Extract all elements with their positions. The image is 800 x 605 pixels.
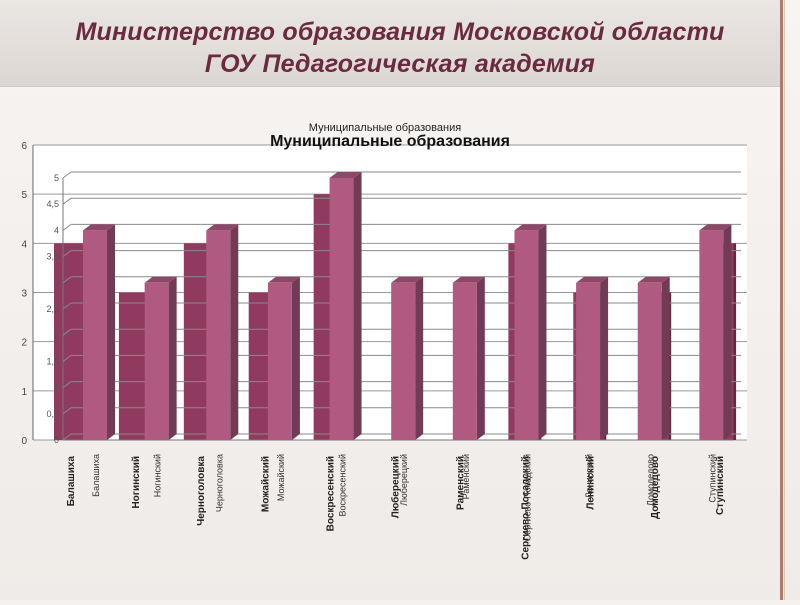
front-bar [637,282,662,440]
front-bar [699,230,724,440]
back-category-label: Черноголовка [196,456,207,526]
front-bar-side [538,224,547,440]
front-bar-side [291,276,300,440]
front-gridline-depth [62,381,72,389]
right-border-rule [780,0,783,600]
front-bar-side [353,172,362,440]
front-y-tick-label: 3,5 [46,252,59,262]
back-category-label: Ногинский [131,456,142,509]
slide-title-line-2: ГОУ Педагогическая академия [204,50,596,78]
front-chart-layer: 0 0,5 1 1,5 2 2,5 3 3,5 4 4,5 5 Муниципальные образ… [46,122,741,541]
front-bar-top [576,276,609,283]
front-bar-top [83,224,115,231]
front-bar-side [476,276,485,440]
back-y-tick-label: 4 [21,239,27,250]
front-bar-top [514,224,547,231]
front-category-label: Люберецкий [399,454,409,506]
front-category-label: Можайский [276,454,286,501]
front-bar [391,282,416,440]
front-y-tick-label: 4,5 [46,199,59,209]
front-bar [329,178,354,440]
back-category-label: Воскресенский [326,456,337,531]
front-bar-top [637,276,670,283]
back-category-label: Ступинский [715,456,726,515]
back-category-label: Раменский [455,456,466,510]
front-gridline-depth [62,302,72,310]
back-bar-side [733,243,737,440]
front-y-tick-label: 0 [54,435,59,445]
front-y-tick-label: 1,5 [46,356,59,366]
front-y-tick-label: 2,5 [46,304,59,314]
front-category-label: Ленинский [584,454,594,498]
back-category-label: Домодедово [650,456,661,519]
front-bar-top [329,172,362,178]
front-category-label: Воскресенский [338,454,348,516]
front-category-label: Домодедово [646,454,656,506]
back-chart-title: Муниципальные образования [270,133,510,150]
front-bar [452,282,477,440]
front-bar [514,230,539,440]
right-border-rule-light [784,0,785,600]
front-category-label: Раменский [461,454,471,499]
front-gridline-depth [62,433,72,441]
front-bar [144,282,169,440]
back-y-tick-label: 1 [21,387,27,398]
front-category-label: Балашиха [91,454,101,497]
front-gridline-depth [62,250,72,258]
front-chart-title: Муниципальные образования [309,122,461,134]
front-gridline-depth [62,276,72,284]
front-y-tick-label: 4 [54,225,59,235]
front-gridline-depth [62,354,72,362]
front-bar-side [107,224,115,440]
bar-chart: 0 1 2 3 4 5 6 Муниципальные образования Балашиха… [21,122,747,560]
back-category-label: Ленинский [585,456,596,510]
front-y-tick-label: 3 [54,278,59,288]
header-band [0,0,780,87]
front-bar-top [144,276,177,283]
front-bar-top [452,276,485,283]
front-category-label: Сергиево-Посадский [522,454,532,541]
front-category-label: Ступинский [707,454,717,503]
back-y-tick-label: 0 [21,436,27,447]
front-y-tick-label: 5 [54,173,59,183]
back-y-tick-label: 3 [21,289,27,300]
front-bar [576,282,601,440]
chart-area: 0 1 2 3 4 5 6 Муниципальные образования Балашиха… [0,112,780,600]
back-category-label: Люберецкий [390,456,402,518]
front-bar [83,230,107,440]
front-bar-side [230,224,239,440]
front-bar-side [661,276,670,440]
back-y-tick-label: 6 [21,141,27,152]
back-category-label: Балашиха [66,456,77,507]
slide-title-line-1: Министерство образования Московской обла… [75,18,725,46]
back-category-label: Можайский [261,456,272,512]
front-y-tick-label: 1 [54,383,59,393]
front-gridline-depth [62,197,72,205]
front-gridline-depth [62,171,72,179]
front-bar [206,230,231,440]
back-y-tick-label: 2 [21,338,27,349]
front-gridline-depth [62,407,72,415]
front-bar-side [415,276,424,440]
back-category-label: Сергиево-Посадский [520,456,531,560]
front-bar-top [206,224,239,231]
front-bar-top [699,224,732,231]
back-y-tick-label: 5 [21,190,27,201]
front-gridline-depth [62,328,72,336]
back-bar [54,243,84,440]
front-bar-top [267,276,300,283]
front-y-tick-label: 2 [54,330,59,340]
front-category-label: Ногинский [153,454,163,497]
front-gridline-depth [62,224,72,231]
front-y-tick-label: 0,5 [46,409,59,419]
front-bar-top [391,276,424,283]
back-bar [118,292,149,440]
front-category-label: Черноголовка [214,454,224,512]
front-bar [267,282,292,440]
front-bar-side [723,224,732,440]
front-bar-side [600,276,609,440]
front-bar-side [168,276,177,440]
